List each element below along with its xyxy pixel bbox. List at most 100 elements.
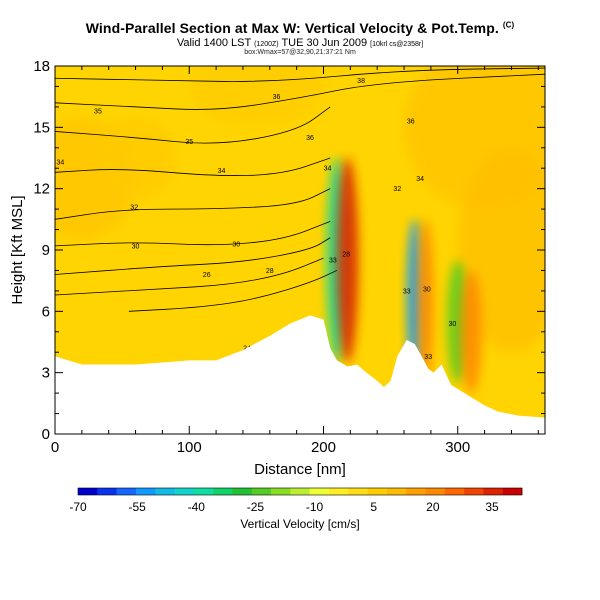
colorbar-swatch [155, 488, 175, 495]
colorbar-swatch [348, 488, 368, 495]
colorbar-swatch [251, 488, 272, 495]
colorbar-tick-label: -55 [128, 500, 146, 514]
colorbar-tick-label: -40 [188, 500, 206, 514]
colorbar-swatch [386, 488, 407, 495]
contour-label: 34 [416, 176, 424, 183]
valid-time: Valid 1400 LST [176, 37, 252, 49]
colorbar-swatch [116, 488, 137, 495]
utc-time: (1200Z) [254, 41, 279, 48]
colorbar-swatch [213, 488, 233, 495]
x-tick-label: 300 [445, 439, 470, 456]
y-tick-label: 0 [42, 426, 50, 443]
contour-label: 35 [185, 139, 193, 146]
colorbar-swatch [174, 488, 195, 495]
velocity-core [460, 270, 482, 394]
valid-date: TUE 30 Jun 2009 [281, 37, 368, 49]
contour-label: 35 [94, 108, 102, 115]
theta-contour-30 [55, 221, 331, 247]
colorbar-swatch [367, 488, 388, 495]
y-axis-title: Height [Kft MSL] [9, 195, 26, 304]
chart-title: Wind-Parallel Section at Max W: Vertical… [0, 20, 600, 36]
contour-label: 26 [203, 272, 211, 279]
colorbar-swatch [406, 488, 426, 495]
contour-label: 30 [232, 241, 240, 248]
terrain-mask [55, 315, 545, 434]
contour-labels: 2426283030323234343535363836343328343633… [56, 78, 456, 361]
y-tick-label: 9 [42, 242, 50, 259]
colorbar-frame [77, 487, 523, 496]
colorbar-swatch [464, 488, 484, 495]
colorbar-swatch [328, 488, 349, 495]
theta-contour-24 [128, 270, 338, 312]
contour-label: 34 [324, 166, 332, 173]
colorbar-tick-label: -25 [247, 500, 265, 514]
colorbar-tick-label: 5 [370, 500, 377, 514]
colorbar-tick-label: -10 [306, 500, 324, 514]
theta-contour-36 [55, 73, 545, 110]
colorbar-swatch [135, 488, 156, 495]
contour-label: 30 [132, 243, 140, 250]
colorbar-swatch [502, 488, 523, 495]
x-tick-label: 0 [51, 439, 59, 456]
x-tick-label: 200 [311, 439, 336, 456]
contour-label: 30 [423, 286, 431, 293]
field-patch [189, 66, 324, 128]
y-tick-label: 12 [33, 181, 50, 198]
title-mark: (C) [502, 20, 515, 30]
colorbar-swatch [309, 488, 330, 495]
contour-label: 33 [329, 258, 337, 265]
colorbar-swatch [193, 488, 214, 495]
contour-label: 38 [357, 78, 365, 85]
chart-subtitle: Valid 1400 LST (1200Z) TUE 30 Jun 2009 [… [0, 37, 600, 49]
contour-label: 28 [266, 268, 274, 275]
contour-label: 33 [424, 354, 432, 361]
colorbar-swatch [483, 488, 503, 495]
theta-contour-25 [55, 257, 324, 296]
y-tick-label: 18 [33, 58, 50, 75]
colorbar-swatch [97, 488, 117, 495]
run-tag: [10krl cs@2358r] [370, 41, 424, 48]
contour-label: 32 [130, 205, 138, 212]
x-axis: 0 100 200 300 [51, 66, 539, 456]
contour-label: 33 [403, 288, 411, 295]
contour-label: 34 [218, 168, 226, 175]
contour-label: 32 [393, 186, 401, 193]
contour-label: 36 [407, 119, 415, 126]
colorbar-swatch [78, 488, 98, 495]
colorbar-swatch [232, 488, 253, 495]
theta-contour-34 [55, 157, 331, 176]
velocity-features [326, 158, 482, 394]
contour-label: 30 [448, 321, 456, 328]
y-tick-label: 15 [33, 119, 50, 136]
contour-label: 34 [56, 160, 64, 167]
colorbar-swatch [271, 488, 291, 495]
y-tick-label: 6 [42, 303, 50, 320]
colorbar-tick-label: -70 [69, 500, 87, 514]
theta-contour-32 [55, 188, 331, 220]
colorbar: -70 -55 -40 -25 -10 5 20 35 [69, 487, 523, 514]
y-tick-label: 3 [42, 365, 50, 382]
theta-contour-38 [55, 67, 545, 82]
colorbar-swatch [290, 488, 310, 495]
colorbar-tick-label: 35 [485, 500, 499, 514]
colorbar-title: Vertical Velocity [cm/s] [240, 517, 359, 531]
contour-label: 28 [342, 252, 350, 259]
x-axis-title: Distance [nm] [254, 461, 346, 478]
chart-title-text: Wind-Parallel Section at Max W: Vertical… [85, 20, 499, 36]
contour-label: 36 [306, 135, 314, 142]
contour-label: 36 [273, 94, 281, 101]
velocity-core [417, 219, 434, 383]
velocity-core [336, 158, 359, 363]
theta-contour-28 [55, 237, 331, 275]
field-patch [95, 117, 176, 199]
theta-contour-35 [55, 106, 331, 144]
chart-info-line: box:Wmax=57@32,90,21:37:21 Nm [244, 49, 356, 56]
colorbar-tick-label: 20 [426, 500, 440, 514]
potential-temperature-contours [55, 67, 545, 312]
colorbar-swatch [444, 488, 465, 495]
x-tick-label: 100 [177, 439, 202, 456]
colorbar-swatch [425, 488, 446, 495]
plot-area: 2426283030323234343535363836343328343633… [55, 66, 545, 434]
